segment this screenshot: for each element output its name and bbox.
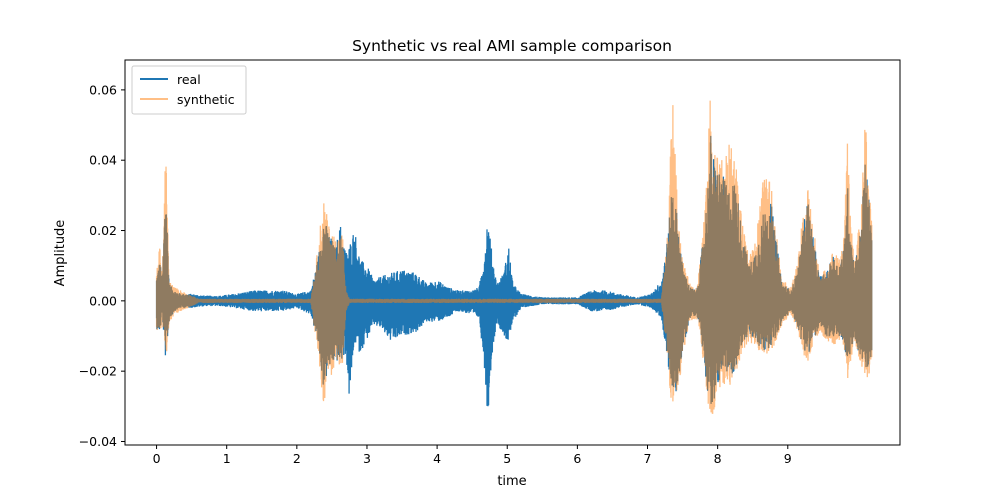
y-tick-label: −0.02	[79, 364, 117, 379]
plot-frame	[124, 59, 901, 446]
x-axis: 0 1 2 3 4 5 6 7 8 9	[153, 445, 792, 466]
x-tick-label: 0	[153, 451, 161, 466]
x-tick-label: 6	[573, 451, 581, 466]
y-tick-label: 0.02	[89, 223, 117, 238]
series-line-synthetic	[155, 100, 873, 414]
y-axis: −0.04 −0.02 0.00 0.02 0.04 0.06	[79, 82, 125, 449]
x-tick-label: 1	[223, 451, 231, 466]
series-layer	[155, 100, 873, 414]
chart-title: Synthetic vs real AMI sample comparison	[352, 37, 672, 55]
y-tick-label: 0.06	[89, 82, 117, 97]
x-tick-label: 3	[363, 451, 371, 466]
y-axis-label: Amplitude	[53, 220, 68, 287]
x-tick-label: 7	[644, 451, 652, 466]
x-tick-label: 9	[784, 451, 792, 466]
legend: real synthetic	[131, 65, 247, 115]
x-tick-label: 2	[293, 451, 301, 466]
x-axis-label: time	[497, 474, 526, 489]
x-tick-label: 4	[433, 451, 441, 466]
y-tick-label: 0.00	[89, 293, 117, 308]
legend-label-real: real	[177, 72, 201, 87]
x-tick-label: 5	[503, 451, 511, 466]
y-tick-label: 0.04	[89, 153, 117, 168]
legend-label-synthetic: synthetic	[177, 92, 235, 107]
x-tick-label: 8	[714, 451, 722, 466]
y-tick-label: −0.04	[79, 434, 117, 449]
